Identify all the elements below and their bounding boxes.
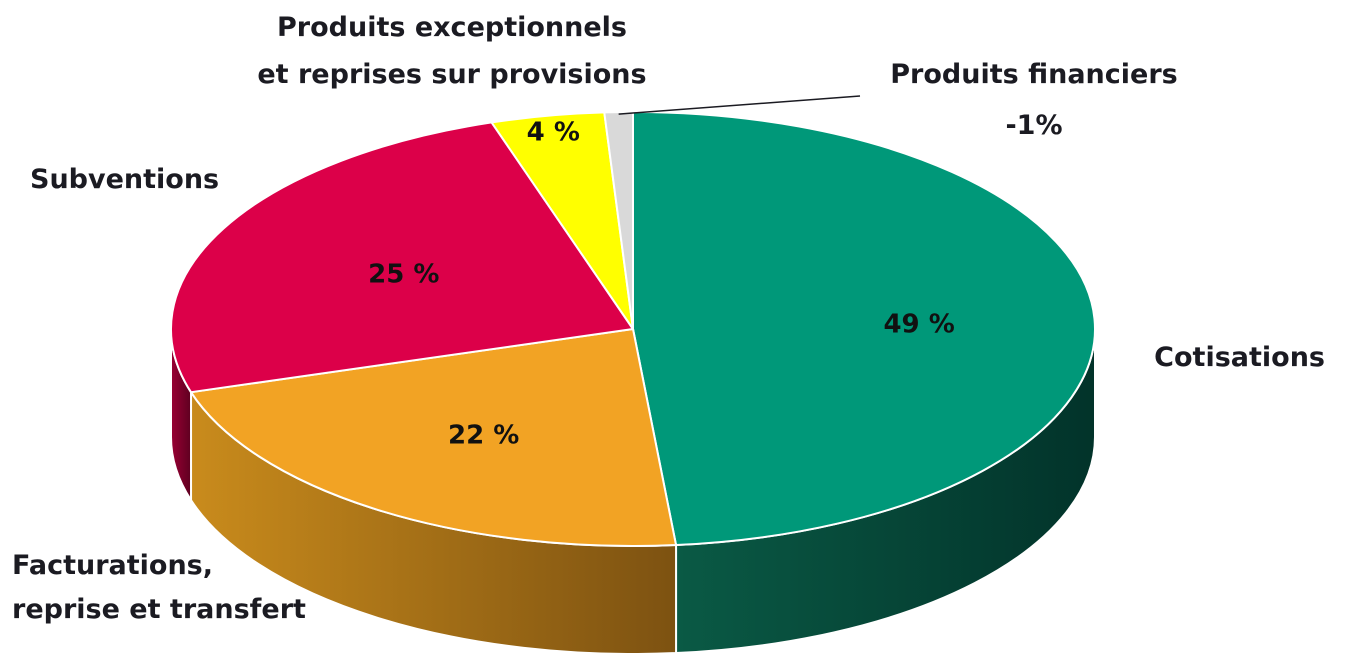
slice-subventions [170, 121, 634, 394]
percent-label-subventions: 25 % [368, 260, 439, 290]
slice-facturations-reprise-et-transfert [190, 328, 678, 547]
percent-label-produits-exceptionnels-et-reprises-sur-provisions: 4 % [527, 118, 580, 148]
percent-label-layer: 49 % 22 % 25 % 4 % [368, 118, 955, 451]
label-cotisations: Cotisations [1154, 342, 1325, 373]
label-exceptionnels-line1: Produits exceptionnels [277, 12, 627, 43]
label-financiers-line1: Produits financiers [890, 59, 1177, 90]
label-facturations-line2: reprise et transfert [12, 594, 306, 625]
percent-label-cotisations: 49 % [883, 310, 954, 340]
slice-cotisations [632, 111, 1096, 547]
label-financiers-value: -1% [1005, 110, 1062, 141]
label-exceptionnels-line2: et reprises sur provisions [257, 59, 646, 90]
percent-label-facturations-reprise-et-transfert: 22 % [448, 421, 519, 451]
leader-line-layer [618, 95, 861, 115]
pie-top-layer [170, 111, 1096, 547]
category-label-layer: Produits exceptionnels et reprises sur p… [12, 12, 1325, 625]
leader-line-financiers [618, 95, 861, 115]
slice-produits-financiers [603, 111, 634, 330]
label-subventions: Subventions [30, 164, 219, 195]
label-facturations-line1: Facturations, [12, 550, 213, 581]
